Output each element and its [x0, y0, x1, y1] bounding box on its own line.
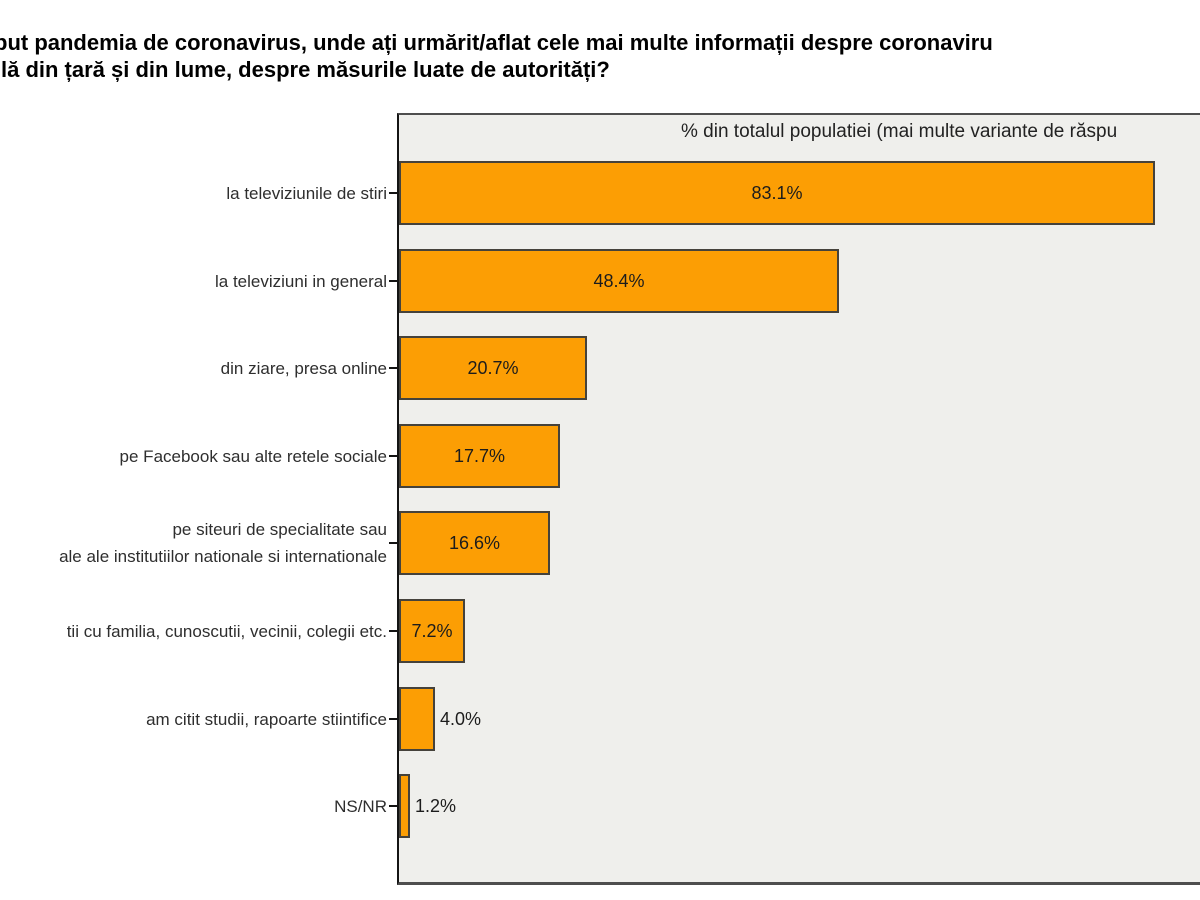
- bar-value-label: 7.2%: [411, 620, 453, 641]
- bar-value-label: 83.1%: [751, 182, 803, 203]
- plot-area: [397, 113, 1200, 885]
- chart-note: % din totalul populatiei (mai multe vari…: [681, 121, 1118, 142]
- bar: [399, 336, 587, 400]
- bar: [399, 249, 839, 313]
- category-label: la televiziuni in general: [215, 271, 387, 291]
- axis-tick: [389, 455, 398, 457]
- axis-tick: [389, 805, 398, 807]
- bar: [399, 687, 435, 751]
- bar-value-label: 17.7%: [453, 445, 506, 466]
- category-label: NS/NR: [334, 796, 387, 816]
- bar: [399, 511, 550, 575]
- bar: [399, 599, 465, 663]
- bar: [399, 424, 560, 488]
- axis-tick: [389, 542, 398, 544]
- axis-tick: [389, 718, 398, 720]
- category-label: am citit studii, rapoarte stiintifice: [146, 709, 387, 729]
- bar-value-label: 4.0%: [440, 708, 482, 729]
- axis-tick: [389, 367, 398, 369]
- chart-title-line2: lă din țară și din lume, despre măsurile…: [1, 57, 610, 82]
- category-label: tii cu familia, cunoscutii, vecinii, col…: [66, 621, 387, 641]
- bar-value-label: 48.4%: [593, 270, 645, 291]
- category-label: pe siteuri de specialitate sau ale ale i…: [59, 520, 387, 566]
- axis-tick: [389, 192, 398, 194]
- axis-tick: [389, 280, 398, 282]
- category-label: din ziare, presa online: [220, 358, 387, 378]
- bar-value-label: 1.2%: [415, 795, 457, 816]
- category-label: la televiziunile de stiri: [226, 183, 387, 203]
- bar-value-label: 16.6%: [448, 532, 501, 553]
- bar-value-label: 20.7%: [467, 357, 519, 378]
- category-label: pe Facebook sau alte retele sociale: [119, 446, 387, 466]
- bar: [399, 774, 410, 838]
- chart-title-line1: put pandemia de coronavirus, unde ați ur…: [0, 30, 993, 55]
- bar: [399, 161, 1155, 225]
- axis-tick: [389, 630, 398, 632]
